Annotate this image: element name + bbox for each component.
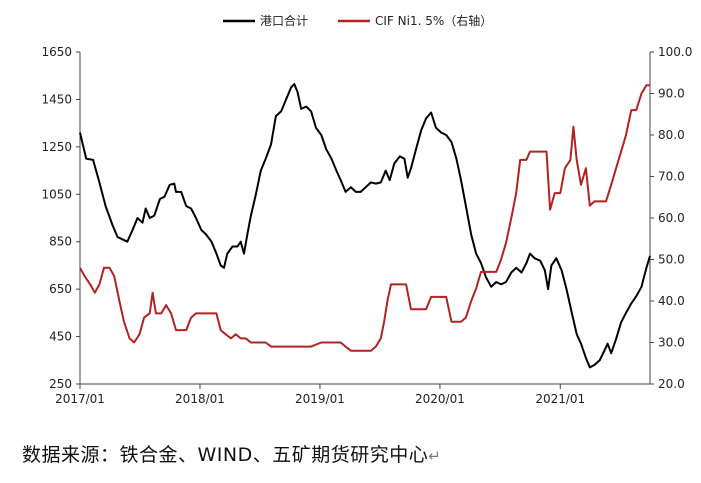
y-left-tick-label: 1050 — [41, 187, 72, 201]
chart: 港口合计 CIF Ni1. 5%（右轴） 250 450 650 850 1050 125… — [41, 13, 692, 406]
y-right-tick-label: 100.0 — [658, 45, 692, 59]
source-text: 数据来源：铁合金、WIND、五矿期货研究中心 — [22, 444, 429, 466]
return-mark: ↵ — [428, 447, 442, 465]
y-left-tick-label: 1450 — [41, 92, 72, 106]
x-tick-label: 2018/01 — [175, 392, 225, 406]
x-tick-label: 2019/01 — [295, 392, 345, 406]
series-line-cif-ni — [79, 84, 650, 352]
series-line-port-total — [79, 83, 651, 369]
legend-label-cif-ni: CIF Ni1. 5%（右轴） — [375, 13, 492, 28]
y-right-tick-label: 70.0 — [658, 170, 685, 184]
y-left-tick-label: 1250 — [41, 140, 72, 154]
y-right-tick-label: 60.0 — [658, 211, 685, 225]
y-right-tick-label: 30.0 — [658, 336, 685, 350]
y-left-tick-label: 1650 — [41, 45, 72, 59]
y-left-tick-label: 850 — [49, 235, 72, 249]
y-right-tick-label: 20.0 — [658, 377, 685, 391]
series — [79, 83, 651, 369]
legend: 港口合计 CIF Ni1. 5%（右轴） — [223, 13, 492, 28]
x-tick-label: 2020/01 — [415, 392, 465, 406]
y-right-tick-label: 90.0 — [658, 87, 685, 101]
source-note: 数据来源：铁合金、WIND、五矿期货研究中心↵ — [22, 440, 441, 467]
y-left-tick-label: 250 — [49, 377, 72, 391]
y-right-tick-label: 80.0 — [658, 128, 685, 142]
x-tick-label: 2017/01 — [55, 392, 105, 406]
x-tick-label: 2021/01 — [535, 392, 585, 406]
axes: 250 450 650 850 1050 1250 1450 1650 20.0 30.0 40.0… — [41, 45, 692, 406]
y-left-tick-label: 650 — [49, 282, 72, 296]
y-left-tick-label: 450 — [49, 330, 72, 344]
y-right-tick-label: 50.0 — [658, 253, 685, 267]
y-right-tick-label: 40.0 — [658, 294, 685, 308]
legend-label-port-total: 港口合计 — [260, 13, 308, 28]
